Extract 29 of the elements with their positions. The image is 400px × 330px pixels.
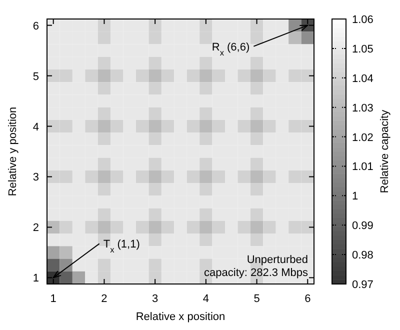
y-tick-label: 6 [32,20,39,32]
color-bar-label: 0.99 [352,220,374,232]
color-bar-label: 1.06 [352,14,374,26]
x-tick-label: 6 [304,293,311,305]
color-bar-label: 1.05 [352,43,374,56]
color-bar-label: 1.04 [352,72,374,85]
y-tick-label: 5 [32,70,39,83]
y-tick-label: 4 [32,121,39,134]
color-bar-label: 0.97 [352,279,374,291]
x-tick-label: 1 [50,293,56,305]
annotation: T$_{x}$ (1,1) [103,238,140,254]
color-bar-label: 0.98 [352,250,374,262]
y-tick-label: 1 [32,272,39,285]
x-tick-label: 5 [254,293,260,305]
color-bar-label: 1.02 [352,132,374,144]
x-tick-label: 3 [152,293,158,305]
annotation: R$_{x}$ (6,6) [212,41,250,57]
x-tick-label: 2 [101,293,108,305]
color-bar-label: 1.03 [352,102,374,114]
y-tick-label: 3 [32,172,39,184]
color-bar-title: Relative capacity [379,109,391,194]
y-tick-label: 2 [32,222,39,234]
color-bar-label: 1.01 [352,161,374,174]
x-tick-label: 4 [202,293,209,305]
annotation: Unperturbed [246,254,308,266]
y-axis-title: Relative y position [7,106,19,196]
color-bar-label: 1 [352,190,358,203]
x-axis-title: Relative x position [136,311,226,323]
annotation: capacity: 282.3 Mbps [204,267,308,279]
